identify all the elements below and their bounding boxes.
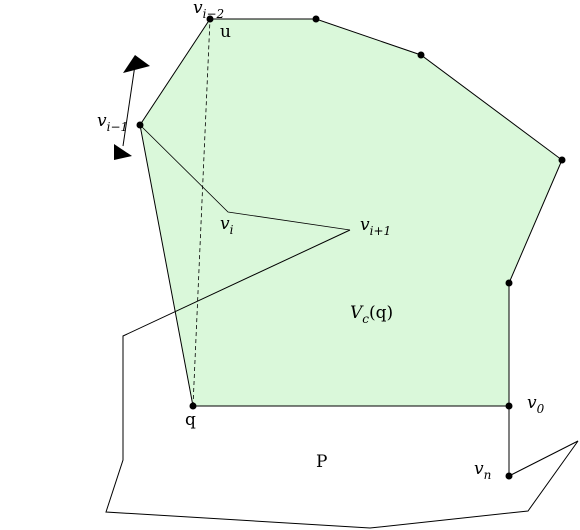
label-v-n: vn [474,459,491,482]
pocket-edges [139,124,351,231]
label-u: u [220,22,231,42]
arrowhead-down-icon [114,144,132,160]
label-v-im1: vi−1 [97,111,128,134]
arrowhead-up-icon [123,55,150,73]
label-v-im2: vi−2 [193,0,224,21]
vertex-right-lower [505,279,513,287]
label-v-i: vi [220,214,234,237]
visibility-region [140,19,562,406]
vertex-v-n [505,472,513,480]
label-v-ip1: vi+1 [360,215,391,238]
label-q: q [185,410,196,430]
label-v-0: v0 [527,393,545,416]
dashed-line-q-u [192,18,211,407]
vertex-right [558,156,566,164]
vertex-dots [136,15,566,480]
label-region: Vc(q) [350,303,393,326]
vertex-top [312,15,320,23]
arrow-line [122,64,136,147]
vertex-v-im1 [136,121,144,129]
vertex-upper-right [417,51,425,59]
label-p: P [316,452,327,472]
vertex-v-0 [505,402,513,410]
vertex-v-im2 [206,15,214,23]
polygon-p-outline [105,229,579,529]
vertex-q [189,402,197,410]
